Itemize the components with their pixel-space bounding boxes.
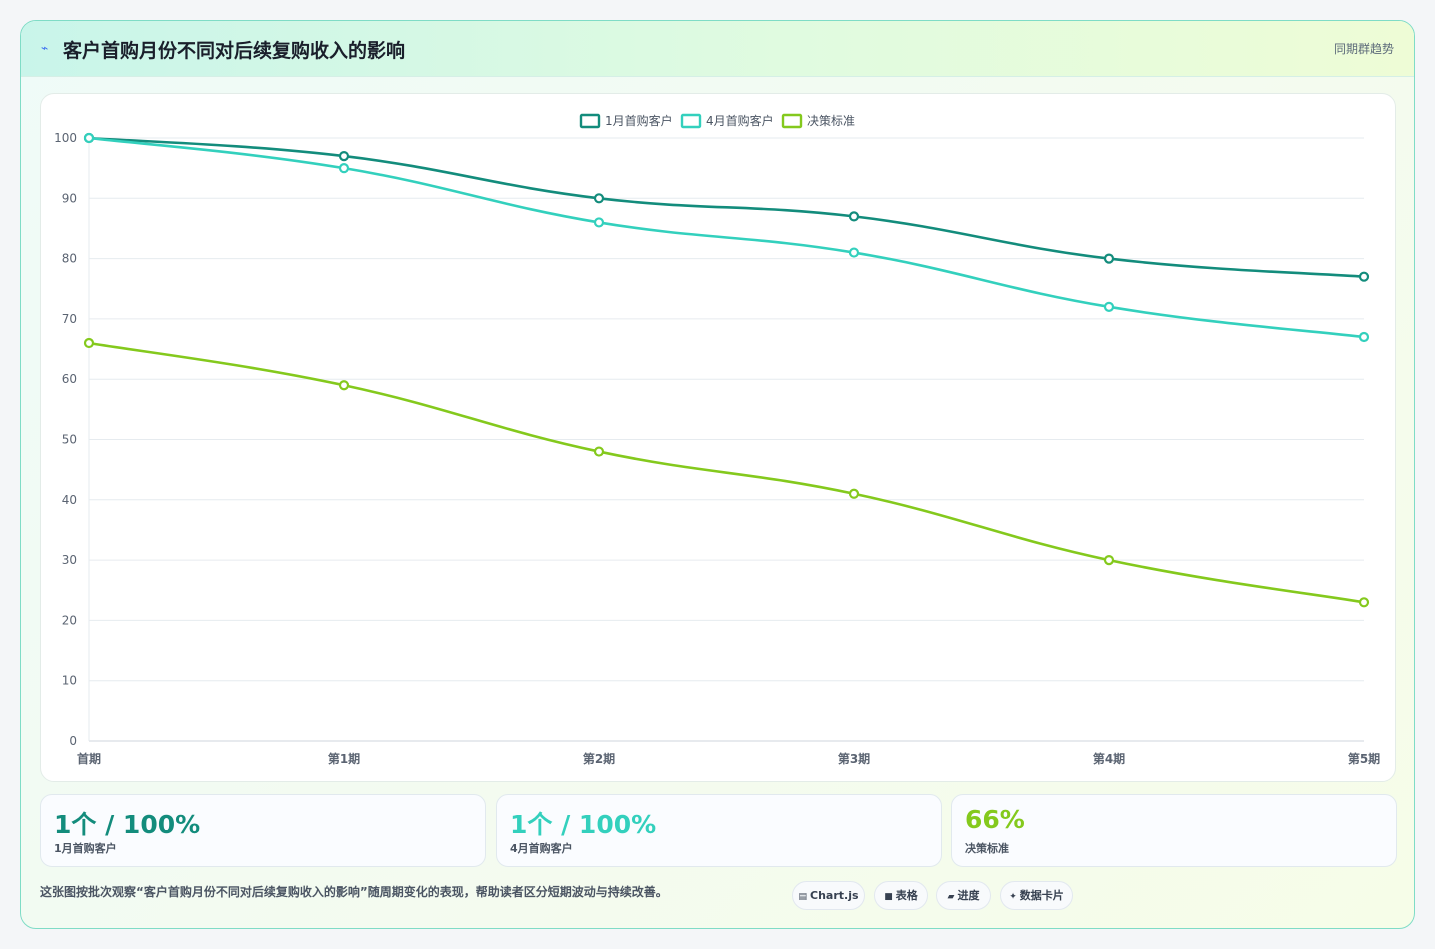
pill-label: 进度: [957, 889, 980, 902]
x-tick-label: 第5期: [1348, 751, 1380, 766]
pill-progress[interactable]: ▰ 进度: [936, 881, 991, 910]
card-header: ⌁ 客户首购月份不同对后续复购收入的影响 同期群趋势: [21, 21, 1414, 77]
pill-table[interactable]: ■ 表格: [874, 881, 928, 910]
y-tick-label: 20: [62, 613, 77, 627]
line-chart: 0 10 20 30 40 50 60 70 80 90 100 首期 第1期 第2期 第3期 第4期 第5期 1…: [54, 113, 1380, 766]
stat-card-1: 1个 / 100% 1月首购客户: [40, 794, 486, 867]
stat-value: 1个 / 100%: [510, 810, 657, 839]
stat-value: 1个 / 100%: [54, 810, 201, 839]
y-tick-label: 100: [54, 131, 77, 145]
y-tick-label: 10: [62, 674, 77, 688]
x-tick-label: 第1期: [328, 751, 360, 766]
stat-label: 4月首购客户: [510, 842, 573, 855]
sparkle-icon: ✦: [1009, 892, 1017, 902]
y-tick-label: 70: [62, 312, 77, 326]
y-tick-label: 50: [62, 433, 77, 447]
series-line-1: [88, 136, 1365, 278]
data-point: [83, 132, 95, 144]
chart-trend-icon: ⌁: [41, 41, 49, 55]
page-title: 客户首购月份不同对后续复购收入的影响: [63, 40, 406, 62]
pill-label: Chart.js: [810, 889, 859, 902]
data-point: [848, 247, 860, 258]
chart-container: 0 10 20 30 40 50 60 70 80 90 100 首期 第1期 第2期 第3期 第4期 第5期 1…: [40, 93, 1396, 782]
progress-icon: ▰: [947, 892, 955, 902]
series-line-2: [88, 136, 1365, 339]
pill-label: 数据卡片: [1019, 889, 1064, 902]
data-point: [1103, 555, 1115, 566]
legend-label: 4月首购客户: [706, 113, 774, 128]
data-point: [593, 193, 605, 204]
data-point: [593, 217, 605, 228]
legend-label: 决策标准: [807, 114, 855, 128]
y-tick-label: 30: [62, 553, 77, 567]
x-tick-label: 第2期: [583, 751, 615, 766]
stat-card-2: 1个 / 100% 4月首购客户: [496, 794, 942, 867]
data-point: [338, 380, 350, 391]
data-point: [83, 337, 95, 349]
x-tick-label: 第3期: [838, 751, 870, 766]
x-tick-label: 首期: [77, 751, 101, 766]
stat-value: 66%: [965, 805, 1025, 834]
x-tick-label: 第4期: [1093, 751, 1125, 766]
legend-swatch: [680, 113, 702, 129]
stat-label: 决策标准: [965, 842, 1009, 855]
chart-description: 这张图按批次观察“客户首购月份不同对后续复购收入的影响”随周期变化的表现，帮助读…: [40, 885, 668, 899]
data-point: [1358, 331, 1370, 343]
chart-icon: ▤: [798, 892, 807, 902]
data-point: [593, 446, 605, 457]
pill-chartjs[interactable]: ▤ Chart.js: [792, 881, 865, 910]
data-point: [1358, 597, 1370, 608]
stat-label: 1月首购客户: [54, 842, 117, 855]
data-point: [1358, 271, 1370, 282]
pill-datacard[interactable]: ✦ 数据卡片: [1000, 881, 1073, 910]
y-tick-label: 90: [62, 191, 77, 205]
chart-card: ⌁ 客户首购月份不同对后续复购收入的影响 同期群趋势 0 10 20 30 40 50 60…: [20, 20, 1415, 929]
legend-label: 1月首购客户: [605, 113, 673, 128]
data-point: [338, 163, 350, 174]
data-point: [848, 211, 860, 222]
pill-label: 表格: [895, 889, 918, 902]
data-point: [848, 488, 860, 499]
data-point: [1103, 253, 1115, 264]
legend-swatch: [781, 113, 803, 129]
data-point: [338, 150, 350, 162]
data-point: [1103, 301, 1115, 312]
stat-card-3: 66% 决策标准: [951, 794, 1397, 867]
legend-swatch: [579, 113, 601, 129]
y-tick-label: 40: [62, 493, 77, 507]
y-tick-label: 60: [62, 372, 77, 386]
y-tick-label: 0: [69, 734, 77, 748]
y-tick-label: 80: [62, 252, 77, 266]
header-tag: 同期群趋势: [1333, 42, 1394, 56]
series-line-3: [88, 341, 1365, 604]
table-icon: ■: [884, 892, 893, 902]
